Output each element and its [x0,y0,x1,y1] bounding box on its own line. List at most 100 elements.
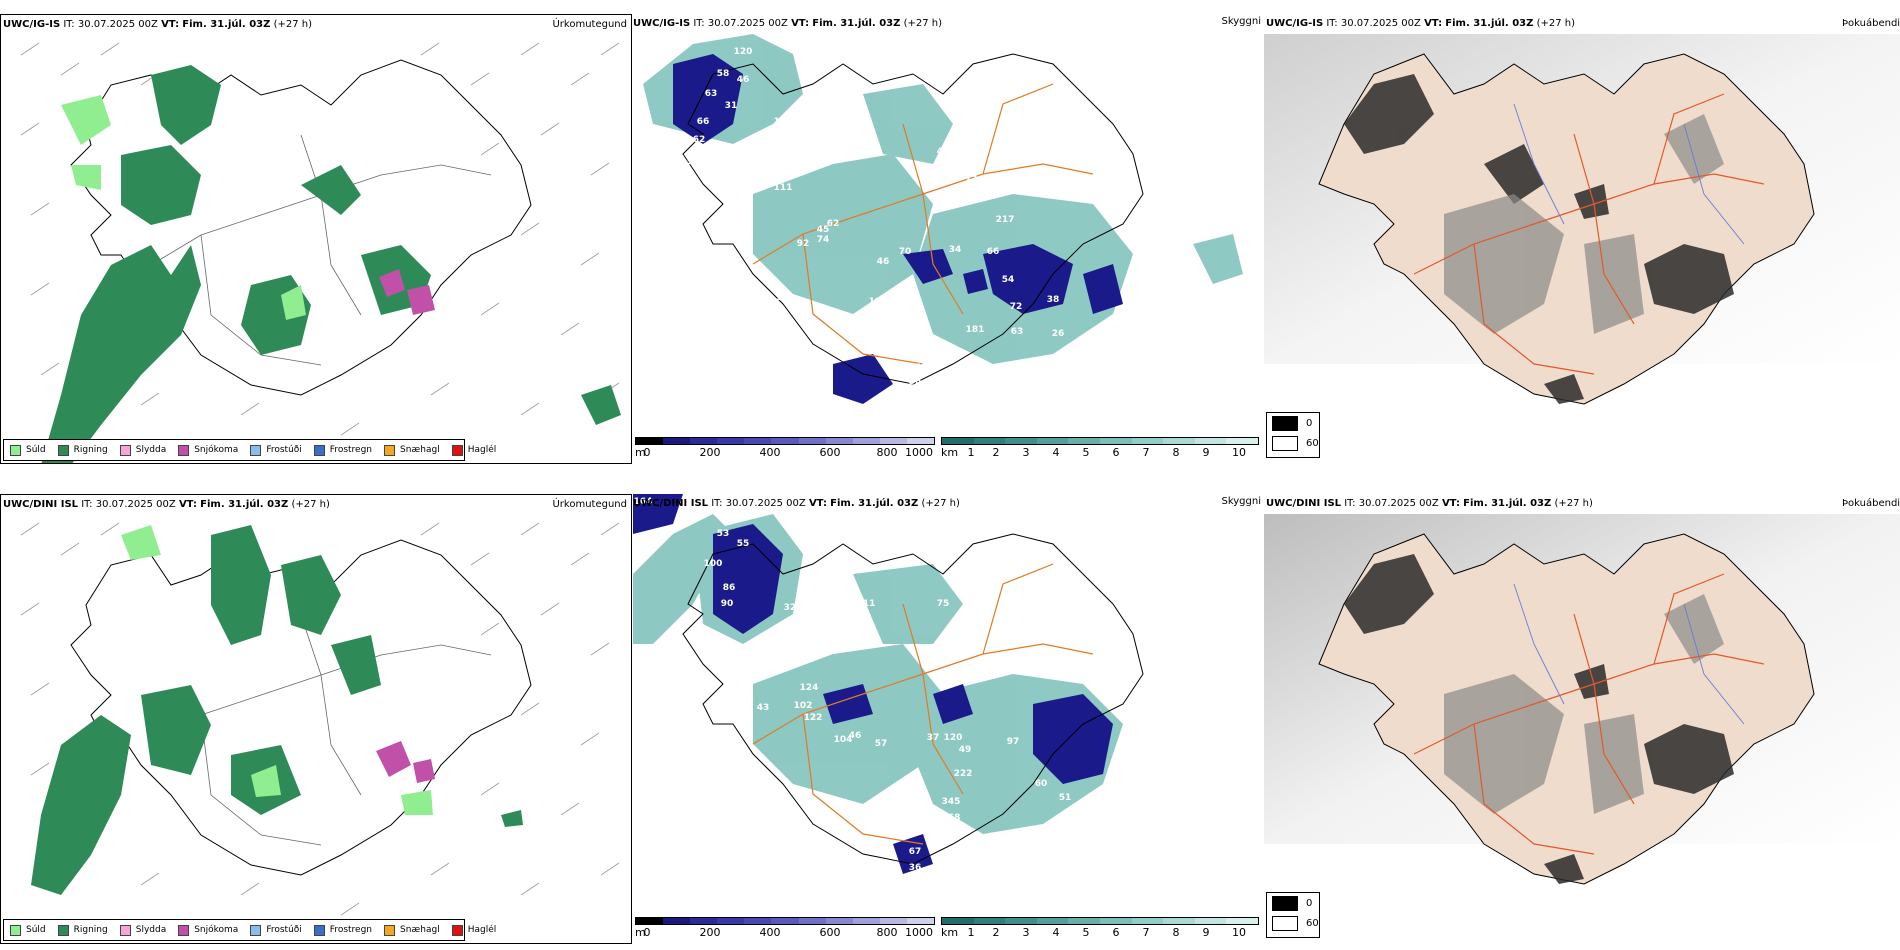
cloud-base-label: 124 [800,683,819,693]
legend-swatch [250,444,262,456]
colorbar-cells [635,917,935,925]
cloud-base-label: 86 [723,583,736,593]
cloud-base-label: 51 [915,363,928,373]
fog-legend-swatch [1272,435,1298,451]
cloud-base-label: 883 [1079,533,1098,543]
fog-legend-swatch [1272,915,1298,931]
cloud-base-label: 59 [777,139,790,149]
legend-item: Snjókoma [178,444,238,456]
legend-swatch [384,924,396,936]
cloud-base-label: 158 [774,117,793,127]
fog-legend-swatch [1272,415,1298,431]
cloud-base-label: 286 [882,327,901,337]
legend-item: Súld [10,444,46,456]
fog-panel-bottom: UWC/DINI ISL IT: 30.07.2025 00Z VT: Fim.… [1264,494,1900,944]
legend-item: Frostregn [313,924,372,936]
legend-swatch [313,924,325,936]
colorbar-ticks: 1 2 3 4 5 6 7 8 9 10 [967,446,1247,459]
cloud-base-label: 72 [1010,302,1023,312]
panel-title-top-1: UWC/IG-IS IT: 30.07.2025 00Z VT: Fim. 31… [3,19,312,30]
cloud-map-bottom: 164 265 53 100 55 86 90 320 69 124 43 52 102 122 46 57 1… [633,494,1144,874]
legend-swatch [10,924,21,936]
cloud-base-label: 51 [1059,793,1072,803]
legend-swatch [119,924,131,936]
legend-swatch [250,924,262,936]
fog-legend-swatch [1272,895,1298,911]
cloud-base-label: 111 [857,599,876,609]
panel-title-bottom-1: UWC/DINI ISL IT: 30.07.2025 00Z VT: Fim.… [3,499,330,510]
cloud-base-label: 182 [869,297,888,307]
cloud-base-label: 37 [927,733,940,743]
cloud-base-label: 122 [804,713,823,723]
legend-swatch [57,444,69,456]
legend-item: Súld [10,924,46,936]
cloud-base-colorbar-top: 0 200 400 600 800 1000 m [635,437,935,459]
cloud-base-label: 77 [965,175,978,185]
cloud-base-label: 49 [937,147,950,157]
colorbar-unit: km [941,926,959,939]
precip-legend-bottom: Súld Rigning Slydda Snjókoma Frostúði Fr… [3,919,496,941]
cloud-base-label: 53 [717,529,730,539]
fog-title-bottom: Þokuábendi [1842,498,1900,509]
cloud-base-label: 368 [942,813,961,823]
cloud-base-label: 320 [784,603,803,613]
cloud-base-label: 74 [817,235,830,245]
colorbar-unit: m [635,926,646,939]
cloud-base-label: 90 [721,599,734,609]
cloud-base-label: 62 [827,219,840,229]
cloud-base-label: 69 [785,653,798,663]
cloud-base-label: 100 [704,559,723,569]
cloud-base-label: 45 [817,225,830,235]
fog-map-bottom [1264,514,1900,885]
colorbar-cells [635,437,935,445]
cloud-base-label: 36 [909,863,922,873]
visibility-colorbar-top: 1 2 3 4 5 6 7 8 9 10 km [941,437,1259,459]
precip-type-map-bottom [20,522,620,916]
cloud-map-top: 120 58 46 63 31 158 66 59 62 20 53 111 62 30 45 92 74 46 7… [643,34,1243,404]
cloud-base-label: 222 [954,769,973,779]
fog-legend-row: 0 [1267,413,1319,433]
legend-item: Haglél [451,444,496,456]
cloud-base-label: 46 [737,75,750,85]
fog-legend-row: 0 [1267,893,1319,913]
colorbar-cells [941,917,1259,925]
legend-swatch [313,444,325,456]
cloud-base-label: 97 [1007,737,1020,747]
precip-type-panel-bottom: UWC/DINI ISL IT: 30.07.2025 00Z VT: Fim.… [0,494,632,944]
legend-item: Frostúði [250,924,302,936]
cloud-base-label: 92 [797,239,810,249]
cloud-base-label: 82 [920,827,933,837]
cloud-base-label: 36 [927,379,940,389]
colorbar-ticks: 1 2 3 4 5 6 7 8 9 10 [967,926,1247,939]
cloud-base-label: 58 [717,69,730,79]
legend-swatch [451,444,463,456]
precip-legend-top: Súld Rigning Slydda Snjókoma Frostúði Fr… [3,439,496,461]
cloud-base-label: 34 [949,245,962,255]
panel-title-bottom-3: UWC/DINI ISL IT: 30.07.2025 00Z VT: Fim.… [1266,498,1593,509]
cloud-base-label: 75 [937,599,950,609]
colorbar-cells [941,437,1259,445]
cloud-base-label: 49 [959,745,972,755]
cloud-base-label: 120 [944,733,963,743]
cloud-title-bottom: Skyggni [1221,496,1261,507]
cloud-base-label: 60 [1035,779,1048,789]
cloud-panel-top: 120 58 46 63 31 158 66 59 62 20 53 111 62 30 45 92 74 46 7… [633,14,1263,464]
cloud-base-label: 233 [890,312,909,322]
legend-item: Slydda [119,444,166,456]
cloud-base-label: 102 [794,701,813,711]
legend-item: Snjókoma [178,924,238,936]
visibility-colorbar-bottom: 1 2 3 4 5 6 7 8 9 10 km [941,917,1259,939]
legend-item: Snæhagl [384,924,440,936]
cloud-base-label: 38 [1047,295,1060,305]
cloud-base-label: 181 [966,325,985,335]
cloud-base-label: 61 [907,341,920,351]
cloud-base-label: 70 [899,247,912,257]
fog-map-top [1264,34,1900,405]
cloud-base-label: 111 [774,183,793,193]
panel-title-top-2: UWC/IG-IS IT: 30.07.2025 00Z VT: Fim. 31… [633,18,942,29]
cloud-base-label: 55 [737,539,750,549]
cloud-base-label: 52 [687,713,700,723]
legend-swatch [178,924,190,936]
cloud-base-label: 217 [996,215,1015,225]
fog-legend-bottom: 0 60 [1266,892,1320,938]
